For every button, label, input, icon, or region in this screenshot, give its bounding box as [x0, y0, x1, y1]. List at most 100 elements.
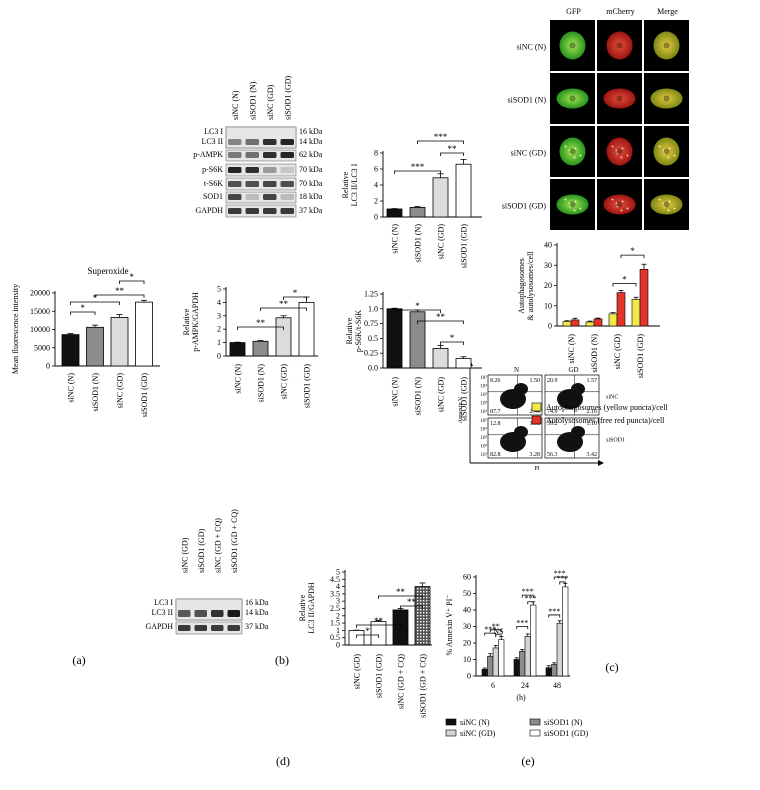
y-axis-label-line: & autolysosomes/cell	[526, 251, 535, 321]
band	[227, 625, 240, 631]
chart-b2: 0 1 2 3 4 5 Relativep-AMPK/GAPDH siNC (N) siSOD1…	[182, 285, 318, 409]
category-label: siNC (GD + CQ)	[397, 654, 406, 709]
bar	[562, 321, 572, 327]
puncta	[663, 205, 666, 208]
quadrant-lr: 2.16	[587, 409, 598, 415]
band	[280, 139, 294, 145]
category-label: siNC (GD)	[280, 364, 289, 400]
legend-swatch	[531, 415, 542, 425]
lane-label: siNC (GD + CQ)	[213, 518, 222, 573]
bar	[455, 163, 472, 218]
category-label: siSOD1 (GD)	[303, 364, 312, 409]
category-label: siSOD1 (GD)	[460, 377, 469, 422]
nucleus	[569, 42, 576, 49]
nucleus	[663, 148, 670, 155]
quadrant-ur: 1.57	[587, 378, 598, 384]
band	[280, 181, 294, 187]
y-tick-label: 50	[463, 589, 471, 598]
blot-strip	[225, 204, 297, 218]
significance-bracket	[620, 254, 645, 259]
flow-cytometry-panel: N GD siNC 8.26 1.50 87.7 2.44 10⁵ 10⁴ 10³ 10² 10¹ 20…	[458, 360, 625, 472]
western-blots: siNC (N) siSOD1 (N) siNC (GD) siSOD1 (GD) LC…	[145, 75, 323, 635]
bar	[386, 308, 403, 369]
quadrant-lr: 2.44	[530, 409, 541, 415]
bar	[432, 348, 449, 369]
bar	[86, 326, 104, 367]
y-axis-label-line: p-AMPK/GAPDH	[191, 292, 200, 352]
bar	[545, 667, 552, 677]
microscopy-panel: GFP mCherry Merge siNC (N) siSOD1 (N) siNC (G…	[502, 7, 689, 230]
band	[245, 139, 259, 145]
decade-label: 10¹	[481, 409, 488, 415]
significance-bracket	[70, 301, 120, 305]
significance-bracket	[440, 152, 464, 156]
bar	[551, 664, 558, 677]
puncta	[658, 198, 661, 201]
bar	[616, 292, 626, 327]
y-tick-label: 1.0	[368, 304, 378, 313]
bar	[229, 342, 246, 357]
legend-swatch	[529, 729, 541, 737]
quadrant-lr: 3.42	[587, 452, 598, 458]
protein-label: p-AMPK	[193, 150, 223, 159]
decade-label: 10¹	[481, 452, 488, 458]
decade-label: 10⁴	[480, 384, 487, 390]
y-tick-label: 20	[544, 281, 552, 290]
band	[263, 181, 277, 187]
legend-swatch	[531, 402, 542, 412]
puncta	[626, 207, 629, 210]
protein-label: LC3 I	[154, 598, 173, 607]
y-tick-label: 4.5	[330, 575, 340, 584]
blot-strip	[175, 621, 243, 635]
y-tick-label: 4	[336, 582, 340, 591]
y-tick-label: 3	[336, 597, 340, 606]
bar	[513, 659, 520, 677]
row-label: siSOD1 (GD)	[502, 202, 547, 211]
bar	[498, 639, 505, 677]
kda-label: 18 kDa	[299, 192, 323, 201]
y-axis-label-line: Relative	[298, 594, 307, 621]
bar	[414, 586, 431, 646]
y-axis-label: Annexin V	[458, 396, 464, 423]
puncta	[663, 152, 666, 155]
y-tick-label: 2.5	[330, 604, 340, 613]
puncta	[620, 209, 623, 212]
significance-label: **	[374, 616, 384, 626]
nucleus	[616, 42, 623, 49]
y-tick-label: 2	[336, 611, 340, 620]
quadrant-ur: 1.10	[587, 421, 598, 427]
kda-label: 14 kDa	[299, 137, 323, 146]
y-axis-label-line: Relative	[345, 317, 354, 344]
blot-strip	[225, 149, 297, 162]
nucleus	[569, 201, 576, 208]
kda-label: 37 kDa	[245, 622, 269, 631]
significance-label: ***	[557, 574, 569, 583]
bar	[570, 319, 580, 327]
significance-bracket	[119, 280, 145, 284]
legend-label: siNC (N)	[460, 718, 490, 727]
event-cloud	[514, 426, 528, 438]
chart-b3: 0.0 0.25 0.5 0.75 1.0 1.25 Relativep-S6K/t-S6K…	[345, 290, 482, 422]
significance-label: *	[365, 626, 370, 636]
band	[263, 208, 277, 214]
lane-label: siSOD1 (N)	[248, 81, 257, 120]
nucleus	[569, 148, 576, 155]
significance-label: ***	[516, 619, 528, 628]
y-tick-label: 3	[217, 311, 221, 320]
significance-label: ***	[525, 594, 537, 603]
chart-b1: 0 2 4 6 8 RelativeLC3 II/LC3 I siNC (N) siSOD1 …	[341, 132, 482, 268]
significance-label: **	[448, 144, 458, 154]
panel-label-b: (b)	[275, 653, 289, 667]
bar	[432, 177, 449, 218]
category-label: siNC (N)	[567, 334, 576, 364]
cell-signal	[606, 31, 633, 60]
chart-c: 0 10 20 30 40 Autophagosomes& autolysosomes/c…	[517, 241, 669, 426]
lane-label: siSOD1 (GD)	[283, 75, 292, 120]
y-tick-label: 2	[217, 325, 221, 334]
y-tick-label: 0	[374, 213, 378, 222]
cell-signal	[606, 137, 633, 166]
bar	[135, 301, 153, 367]
band	[178, 610, 191, 617]
kda-label: 16 kDa	[299, 127, 323, 136]
legend-swatch	[529, 718, 541, 726]
